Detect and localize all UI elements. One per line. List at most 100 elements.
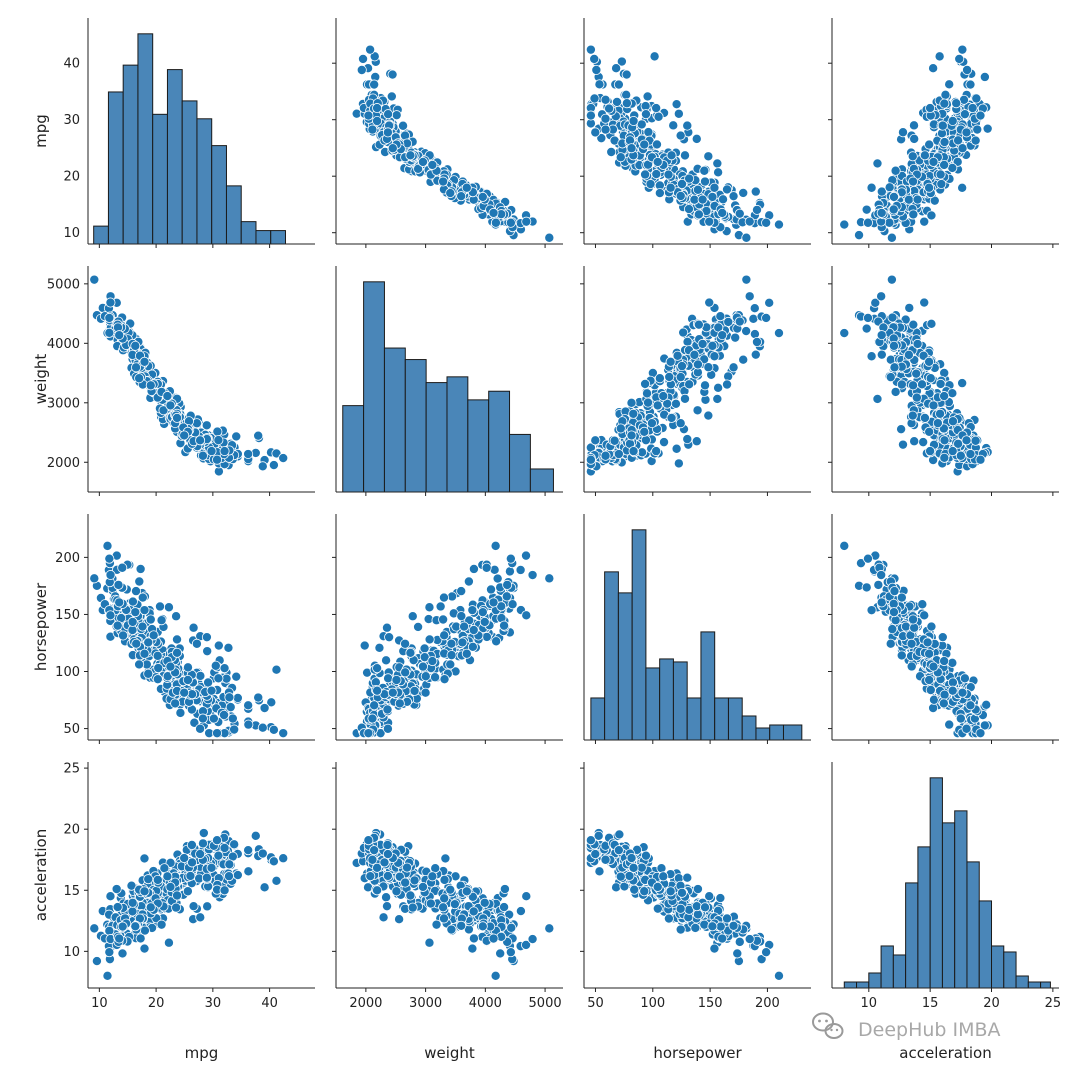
scatter-point — [699, 919, 710, 930]
scatter-point — [172, 647, 183, 658]
scatter-point — [886, 274, 897, 285]
scatter-point — [185, 870, 196, 881]
scatter-point — [718, 194, 729, 205]
scatter-point — [703, 151, 714, 162]
scatter-point — [224, 859, 235, 870]
scatter-point — [741, 274, 752, 285]
scatter-point — [703, 410, 714, 421]
scatter-point — [191, 638, 202, 649]
histogram-bar — [152, 113, 168, 245]
scatter-point — [425, 898, 436, 909]
histogram-bar — [991, 945, 1005, 989]
histogram-bar — [166, 69, 183, 245]
scatter-point — [381, 622, 392, 633]
scatter-point — [104, 327, 115, 338]
scatter-point — [935, 169, 946, 180]
histogram-bar — [270, 230, 286, 245]
scatter-point — [130, 921, 141, 932]
scatter-point — [600, 113, 611, 124]
scatter-point — [691, 133, 702, 144]
scatter-point — [162, 391, 173, 402]
scatter-point — [382, 839, 393, 850]
scatter-point — [381, 892, 392, 903]
scatter-point — [773, 219, 784, 230]
scatter-point — [612, 96, 623, 107]
scatter-point — [709, 351, 720, 362]
scatter-point — [925, 446, 936, 457]
histogram-bar — [255, 230, 272, 245]
histogram-bar — [659, 658, 674, 741]
scatter-point — [188, 622, 199, 633]
scatter-point — [381, 655, 392, 666]
scatter-point — [621, 69, 632, 80]
scatter-point — [427, 656, 438, 667]
scatter-point — [188, 901, 199, 912]
scatter-point — [139, 886, 150, 897]
scatter-point — [268, 856, 279, 867]
scatter-point — [665, 182, 676, 193]
scatter-point — [213, 673, 224, 684]
scatter-point — [382, 127, 393, 138]
scatter-point — [732, 948, 743, 959]
histogram-bar — [645, 667, 661, 741]
scatter-point — [957, 378, 968, 389]
panel-weight-vs-mpg — [84, 266, 315, 496]
scatter-point — [654, 188, 665, 199]
scatter-point — [445, 659, 456, 670]
scatter-point — [613, 79, 624, 90]
scatter-point — [382, 849, 393, 860]
scatter-point — [691, 901, 702, 912]
scatter-point — [888, 607, 899, 618]
scatter-point — [206, 446, 217, 457]
scatter-point — [697, 338, 708, 349]
scatter-point — [885, 372, 896, 383]
scatter-point — [613, 449, 624, 460]
scatter-point — [600, 94, 611, 105]
scatter-point — [243, 700, 254, 711]
scatter-point — [449, 899, 460, 910]
scatter-point — [424, 937, 435, 948]
scatter-point — [932, 418, 943, 429]
scatter-point — [488, 207, 499, 218]
scatter-point — [951, 98, 962, 109]
scatter-point — [678, 327, 689, 338]
scatter-point — [278, 853, 289, 864]
scatter-point — [675, 190, 686, 201]
histogram-bar — [782, 724, 803, 741]
scatter-point — [427, 871, 438, 882]
scatter-point — [225, 702, 236, 713]
panel-horsepower-vs-acceleration — [828, 514, 1059, 744]
scatter-point — [544, 232, 555, 243]
scatter-point — [908, 319, 919, 330]
scatter-point — [934, 51, 945, 62]
scatter-point — [438, 592, 449, 603]
scatter-point — [165, 881, 176, 892]
scatter-point — [734, 316, 745, 327]
scatter-point — [947, 685, 958, 696]
scatter-point — [707, 921, 718, 932]
scatter-point — [615, 152, 626, 163]
scatter-point — [957, 182, 968, 193]
histogram-bar — [240, 221, 257, 245]
scatter-point — [127, 906, 138, 917]
scatter-point — [134, 576, 145, 587]
y-tick-label-mpg: 20 — [63, 170, 80, 185]
scatter-point — [153, 663, 164, 674]
panel-weight-vs-weight — [335, 266, 563, 496]
histogram-bar — [905, 882, 919, 989]
scatter-point — [243, 866, 254, 877]
scatter-point — [369, 845, 380, 856]
scatter-point — [897, 439, 908, 450]
scatter-point — [591, 64, 602, 75]
scatter-point — [507, 599, 518, 610]
scatter-point — [372, 116, 383, 127]
scatter-point — [213, 435, 224, 446]
histogram-bar — [617, 592, 633, 741]
scatter-point — [652, 400, 663, 411]
scatter-point — [420, 671, 431, 682]
scatter-point — [723, 371, 734, 382]
histogram-bar — [590, 697, 606, 741]
scatter-point — [761, 217, 772, 228]
y-axis-label-weight: weight — [32, 354, 50, 405]
scatter-point — [145, 614, 156, 625]
